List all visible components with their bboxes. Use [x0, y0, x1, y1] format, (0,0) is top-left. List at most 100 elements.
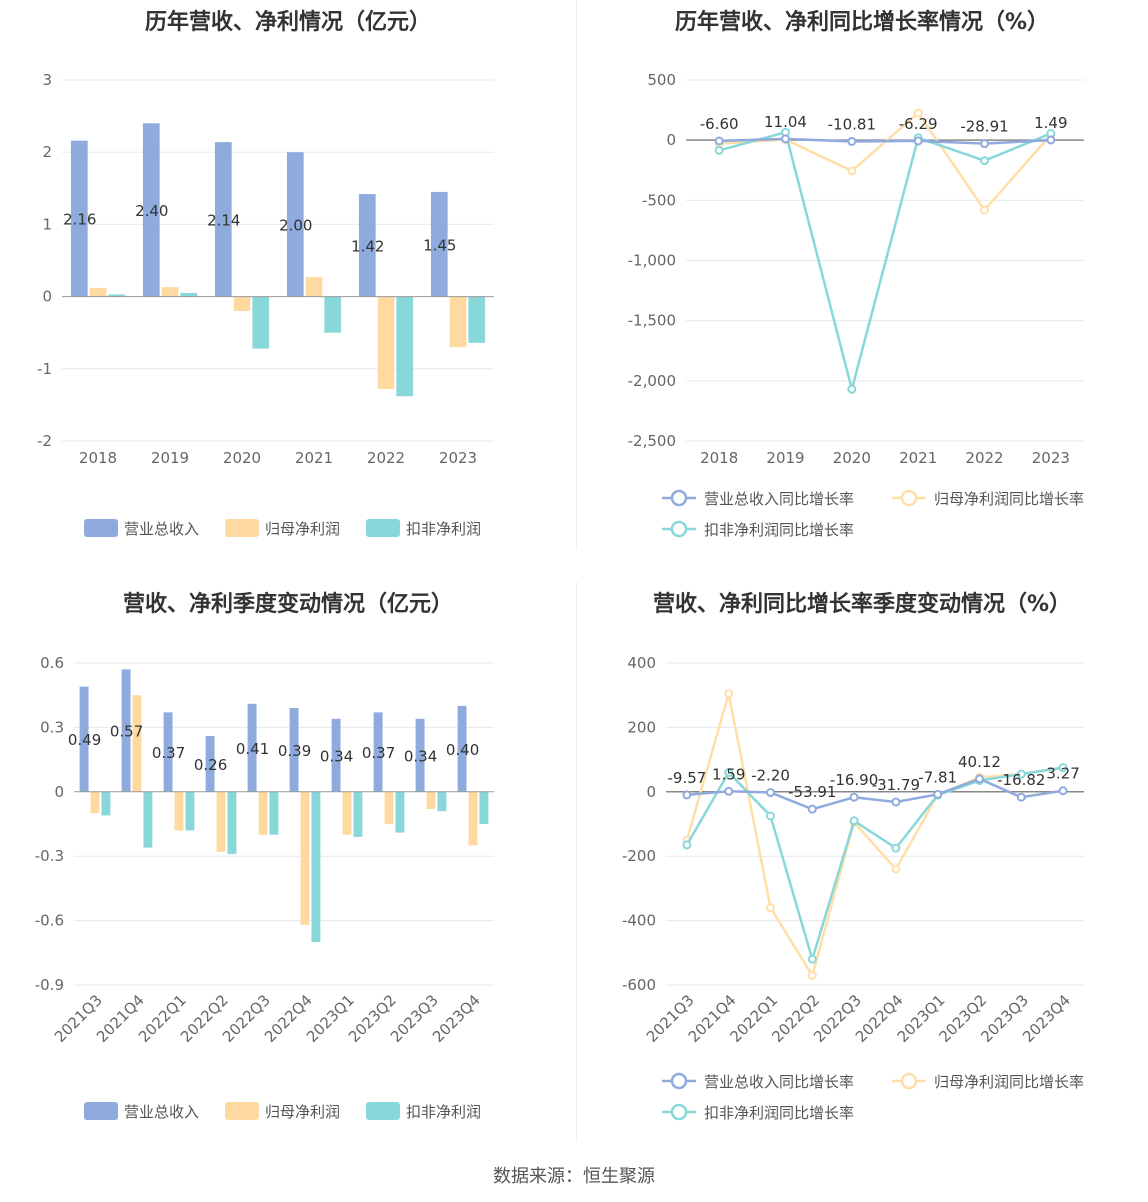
bar-value-label: 0.37	[362, 744, 395, 762]
data-point	[1058, 786, 1068, 796]
data-point	[766, 903, 775, 913]
legend-label: 扣非净利润同比增长率	[704, 1104, 854, 1122]
line-revenue-growth	[686, 777, 1064, 811]
bar-value-label: 0.34	[320, 747, 353, 765]
data-point	[847, 136, 857, 146]
bar-net-profit	[258, 791, 268, 835]
y-tick-label: -600	[622, 976, 656, 994]
legend-label: 营业总收入同比增长率	[704, 1073, 854, 1091]
bar-revenue	[289, 708, 299, 792]
legend-label: 扣非净利润同比增长率	[704, 521, 854, 539]
x-tick-label: 2020	[223, 449, 261, 467]
bar-net-profit	[377, 296, 395, 390]
x-tick-label: 2022	[367, 449, 405, 467]
y-tick-label: 400	[627, 654, 656, 672]
x-tick-label: 2021	[295, 449, 333, 467]
bar-net-profit	[384, 791, 394, 824]
data-point	[980, 205, 989, 215]
y-tick-label: -1,000	[628, 252, 676, 270]
bar-revenue	[286, 152, 304, 297]
legend-swatch	[366, 519, 400, 537]
point-value-label: -6.29	[899, 115, 938, 133]
chart-title: 历年营收、净利情况（亿元）	[144, 10, 431, 35]
data-point	[891, 864, 901, 874]
data-point	[1016, 769, 1026, 779]
y-tick-label: 0	[54, 783, 64, 801]
legend-label: 营业总收入同比增长率	[704, 490, 854, 508]
legend-swatch	[84, 1102, 118, 1120]
data-point	[724, 767, 734, 777]
data-point	[766, 811, 775, 821]
x-tick-label: 2023	[439, 449, 477, 467]
y-tick-label: 2	[42, 143, 52, 161]
y-tick-label: -0.6	[35, 912, 64, 930]
x-tick-label: 2020	[833, 449, 871, 467]
point-value-label: -28.91	[960, 118, 1008, 136]
bar-value-label: 0.26	[194, 756, 227, 774]
data-point	[975, 774, 984, 784]
bar-deducted-profit	[468, 296, 486, 343]
bar-value-label: 2.40	[135, 202, 168, 220]
data-point	[891, 843, 901, 853]
point-value-label: -9.57	[667, 769, 706, 787]
y-tick-label: -0.9	[35, 976, 64, 994]
point-value-label: -16.82	[997, 771, 1045, 789]
bar-value-label: 2.16	[63, 211, 96, 229]
point-value-label: -2.20	[751, 767, 790, 785]
x-tick-label: 2022	[965, 449, 1003, 467]
data-source: 数据来源：恒生聚源	[493, 1166, 655, 1187]
bar-net-profit	[132, 695, 142, 792]
y-tick-label: -500	[642, 191, 676, 209]
bar-value-label: 0.34	[404, 747, 437, 765]
bar-value-label: 0.41	[236, 740, 269, 758]
y-tick-label: -400	[622, 912, 656, 930]
legend-marker	[900, 1072, 918, 1090]
bar-net-profit	[426, 791, 436, 809]
bar-deducted-profit	[180, 292, 198, 297]
legend-swatch	[225, 1102, 259, 1120]
point-value-label: -10.81	[828, 115, 876, 133]
chart-title: 营收、净利同比增长率季度变动情况（%）	[652, 592, 1072, 617]
x-tick-label: 2018	[79, 449, 117, 467]
data-point	[1016, 792, 1026, 802]
legend-label: 归母净利润	[265, 1103, 340, 1121]
x-tick-label: 2023	[1032, 449, 1070, 467]
chart-title: 营收、净利季度变动情况（亿元）	[122, 592, 453, 617]
bar-revenue	[247, 703, 257, 792]
chart-svg: 4002000-200-400-6002021Q32021Q42022Q1202…	[622, 654, 1084, 1122]
y-tick-label: 1	[42, 215, 52, 233]
bar-value-label: 0.49	[68, 731, 101, 749]
y-tick-label: -2,000	[628, 372, 676, 390]
bar-deducted-profit	[396, 296, 414, 397]
legend-label: 营业总收入	[124, 1103, 199, 1121]
bar-revenue	[457, 705, 467, 792]
bar-value-label: 2.14	[207, 211, 240, 229]
data-point	[849, 816, 859, 826]
legend-swatch	[366, 1102, 400, 1120]
annual-revenue-profit-chart: 历年营收、净利情况（亿元） 3 2 1 0 -1 -2 2018 2019 2020 2021 20…	[0, 0, 576, 560]
bar-value-label: 0.57	[110, 723, 143, 741]
bar-net-profit	[342, 791, 352, 835]
data-point	[933, 789, 943, 799]
data-point	[913, 136, 923, 146]
bar-revenue	[70, 140, 88, 297]
legend-swatch	[84, 519, 118, 537]
y-tick-label: 0.6	[40, 654, 64, 672]
bar-value-label: 1.45	[423, 236, 456, 254]
data-point	[807, 954, 817, 964]
data-point	[682, 790, 692, 800]
chart-svg: 3 2 1 0 -1 -2 2018 2019 2020 2021 2022 2023 2.16 2.40…	[37, 71, 494, 538]
y-tick-label: 3	[42, 71, 52, 89]
bar-value-label: 0.39	[278, 742, 311, 760]
point-value-label: 1.59	[712, 765, 745, 783]
data-point	[847, 384, 857, 394]
data-point	[807, 970, 817, 980]
bar-net-profit	[300, 791, 310, 925]
point-value-label: -31.79	[872, 776, 920, 794]
data-point	[1046, 135, 1056, 145]
bar-net-profit	[233, 296, 251, 312]
bar-revenue	[373, 712, 383, 792]
data-point	[807, 804, 817, 814]
bar-revenue	[415, 718, 425, 792]
bar-value-label: 0.37	[152, 744, 185, 762]
